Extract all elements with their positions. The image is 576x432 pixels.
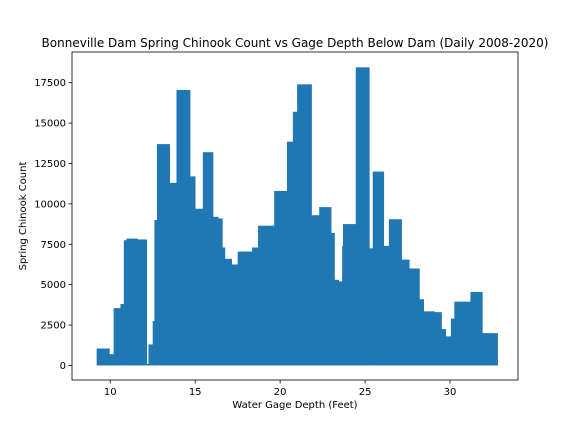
y-tick-label: 17500 <box>34 78 66 89</box>
bar <box>231 264 238 366</box>
bar <box>297 84 312 366</box>
bar <box>461 301 471 366</box>
y-tick-label: 7500 <box>41 240 66 251</box>
bar <box>132 238 138 366</box>
bar <box>146 363 149 366</box>
y-tick-label: 10000 <box>34 199 66 210</box>
x-axis-ticks: 10 15 20 25 30 <box>104 380 457 398</box>
y-axis-label: Spring Chinook Count <box>18 162 29 271</box>
bar <box>156 144 170 366</box>
x-tick-label: 30 <box>444 387 457 398</box>
bar <box>286 141 294 366</box>
bar <box>434 312 442 366</box>
bar <box>152 321 155 366</box>
bar <box>292 111 298 366</box>
bar <box>319 207 332 366</box>
y-tick-label: 2500 <box>41 321 66 332</box>
bar <box>441 329 447 366</box>
bar <box>258 225 275 366</box>
bar <box>450 318 455 366</box>
bar <box>409 268 420 366</box>
chart-title: Bonneville Dam Spring Chinook Count vs G… <box>42 36 549 50</box>
bar <box>137 239 148 366</box>
bar <box>103 348 110 366</box>
bar <box>331 232 335 366</box>
bar <box>419 299 425 366</box>
bar <box>338 281 343 366</box>
y-tick-label: 5000 <box>41 280 66 291</box>
bar <box>311 215 320 366</box>
x-tick-label: 20 <box>274 387 287 398</box>
y-axis-ticks: 0 2500 5000 7500 10000 12500 15000 17500 <box>34 78 72 372</box>
bar <box>202 152 214 366</box>
bar <box>355 67 370 366</box>
bar <box>169 182 177 366</box>
x-tick-label: 10 <box>104 387 117 398</box>
bar <box>470 291 483 366</box>
bar <box>388 219 402 366</box>
bar <box>109 354 114 366</box>
x-tick-label: 25 <box>359 387 372 398</box>
bar <box>96 348 104 366</box>
bar <box>218 218 223 366</box>
bar <box>423 311 436 366</box>
bar <box>334 279 340 366</box>
bar <box>222 247 226 366</box>
bar <box>224 258 233 366</box>
bar <box>148 344 154 366</box>
bar <box>445 336 452 366</box>
bar <box>274 190 288 366</box>
bar <box>252 247 259 366</box>
bar <box>113 308 121 366</box>
y-tick-label: 0 <box>60 361 66 372</box>
bar <box>123 240 127 366</box>
x-axis-label: Water Gage Depth (Feet) <box>232 400 357 411</box>
bar <box>237 251 253 366</box>
y-tick-label: 15000 <box>34 119 66 130</box>
bar <box>126 238 133 366</box>
bar <box>369 248 374 366</box>
bar <box>383 245 390 366</box>
bar <box>213 216 219 366</box>
x-tick-label: 15 <box>189 387 202 398</box>
bar <box>372 171 385 366</box>
bar <box>195 208 204 366</box>
bars-layer <box>96 67 498 366</box>
plot-frame <box>71 51 519 381</box>
bar <box>482 333 498 366</box>
bar <box>401 259 410 366</box>
bar <box>342 245 344 366</box>
bar <box>343 224 357 366</box>
bar <box>154 220 158 366</box>
y-tick-label: 12500 <box>34 159 66 170</box>
bar <box>120 304 125 366</box>
bar <box>176 89 191 366</box>
bar <box>190 176 196 366</box>
bar <box>454 301 462 366</box>
